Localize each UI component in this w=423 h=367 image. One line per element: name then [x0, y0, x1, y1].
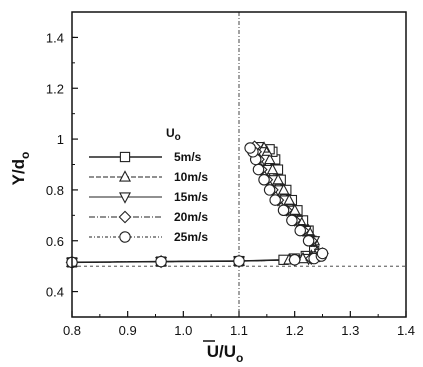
- y-tick-label: 0.6: [46, 234, 64, 249]
- y-tick-label: 1: [57, 132, 64, 147]
- y-tick-label: 1.2: [46, 81, 64, 96]
- x-tick-label: 1.3: [341, 323, 359, 338]
- data-point-25m/s: [316, 247, 329, 260]
- data-point-25m/s: [286, 214, 298, 227]
- legend: Uo 5m/s 10m/s 15m/s 20m/s 25m/s: [89, 126, 208, 244]
- x-axis-title-main: U/U: [207, 342, 236, 361]
- data-point-25m/s: [269, 194, 281, 206]
- legend-label-5m/s: 5m/s: [174, 150, 202, 164]
- legend-label-25m/s: 25m/s: [174, 230, 208, 244]
- legend-label-15m/s: 15m/s: [174, 190, 208, 204]
- x-tick-label: 1.4: [397, 323, 415, 338]
- x-tick-label: 1.0: [174, 323, 192, 338]
- legend-marker-20m/s: [118, 210, 132, 224]
- legend-marker-15m/s: [118, 192, 132, 204]
- data-point-25m/s: [302, 235, 315, 247]
- legend-label-10m/s: 10m/s: [174, 170, 208, 184]
- axis-ticks: 0.8 0.9 1.0 1.1 1.2 1.3 1.4 0.4 0.6 0.8 1 1.2 1.4: [46, 30, 415, 338]
- legend-marker-25m/s: [119, 231, 131, 243]
- reference-lines: [72, 12, 406, 317]
- data-point-25m/s: [288, 254, 301, 266]
- legend-label-20m/s: 20m/s: [174, 210, 208, 224]
- y-tick-label: 1.4: [46, 30, 64, 45]
- data-point-25m/s: [244, 142, 256, 154]
- y-axis-title-main: Y/d: [9, 159, 28, 185]
- legend-title: Uo: [166, 126, 181, 143]
- data-point-25m/s: [294, 224, 306, 237]
- data-point-25m/s: [233, 255, 245, 267]
- data-point-25m/s: [263, 184, 276, 196]
- y-tick-label: 0.4: [46, 285, 64, 300]
- x-axis-title-sub: o: [236, 351, 243, 365]
- legend-marker-10m/s: [118, 170, 132, 182]
- x-axis-title: U/Uo: [207, 342, 244, 365]
- y-axis-title: Y/do: [9, 152, 32, 186]
- data-point-25m/s: [258, 174, 270, 186]
- legend-title-main: U: [166, 126, 175, 140]
- legend-marker-5m/s: [119, 151, 131, 163]
- x-tick-label: 1.1: [230, 323, 248, 338]
- legend-title-sub: o: [175, 132, 181, 143]
- x-tick-label: 0.9: [119, 323, 137, 338]
- data-point-25m/s: [155, 255, 167, 268]
- data-point-25m/s: [277, 204, 290, 217]
- y-axis-title-sub: o: [18, 152, 32, 159]
- y-tick-label: 0.8: [46, 183, 64, 198]
- x-tick-label: 0.8: [63, 323, 81, 338]
- x-tick-label: 1.2: [286, 323, 304, 338]
- data-point-25m/s: [252, 163, 265, 176]
